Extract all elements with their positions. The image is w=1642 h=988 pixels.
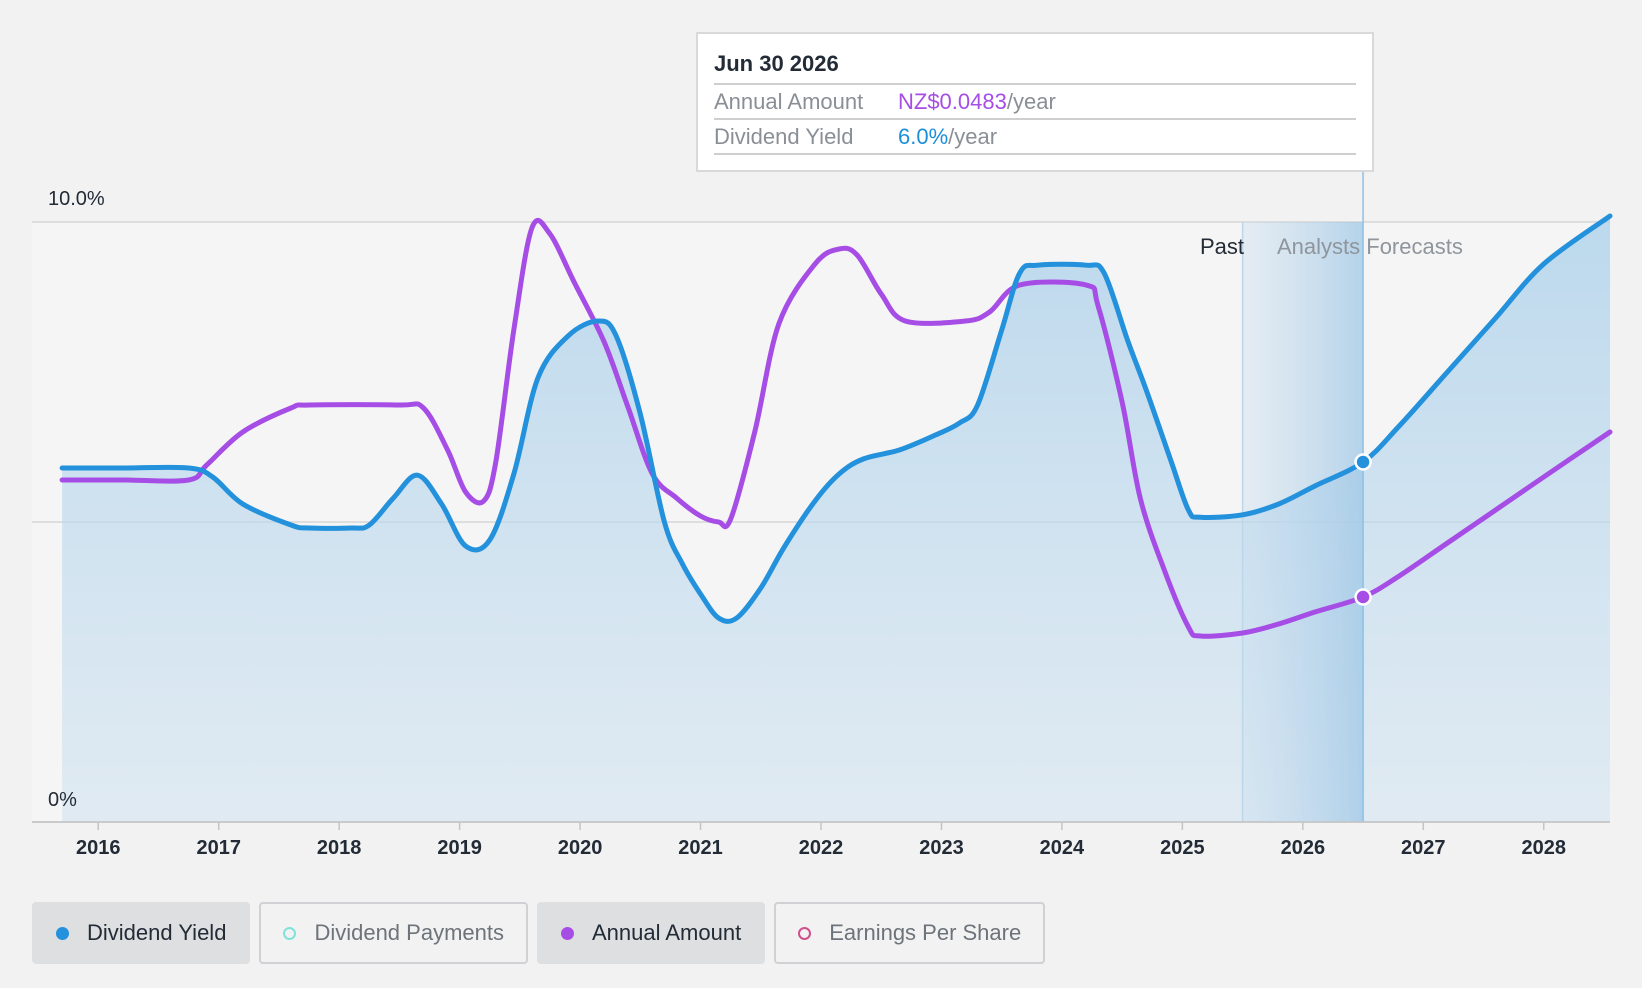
series-lines: [59, 213, 1613, 639]
x-tick-label: 2017: [196, 837, 241, 859]
yield-area: [62, 216, 1611, 822]
x-tick-label: 2025: [1160, 837, 1205, 859]
tooltip-row-annual-amount: Annual Amount NZ$0.0483 /year: [714, 85, 1356, 120]
forecast-band-rect: [1242, 222, 1364, 822]
tooltip-row-dividend-yield: Dividend Yield 6.0% /year: [714, 120, 1356, 155]
chart-legend: Dividend Yield Dividend Payments Annual …: [32, 902, 1046, 964]
tooltip-label: Annual Amount: [714, 89, 864, 114]
x-tick-label: 2027: [1401, 837, 1446, 859]
x-axis: 2016 2017 2018 2019 2020 2021 2022 2023 2024 2025…: [32, 821, 1610, 859]
tooltip-label: Dividend Yield: [714, 124, 854, 149]
tooltip-unit: /year: [1006, 89, 1056, 114]
x-tick-label: 2026: [1281, 837, 1326, 859]
annual-amount-marker: [1354, 588, 1372, 606]
x-tick-label: 2018: [317, 837, 362, 859]
yield-area-fill: [62, 216, 1611, 822]
x-tick-label: 2028: [1521, 837, 1566, 859]
x-tick-label: 2021: [678, 837, 723, 859]
legend-label: Earnings Per Share: [829, 920, 1022, 945]
x-tick-label: 2023: [919, 837, 964, 859]
legend-dividend-yield-button[interactable]: Dividend Yield: [32, 902, 251, 964]
past-region-label: Past: [1200, 234, 1244, 259]
x-tick-label: 2022: [799, 837, 844, 859]
forecast-region-label: Analysts Forecasts: [1277, 234, 1463, 259]
highlight-markers: [1354, 453, 1372, 606]
dividend-yield-marker: [1354, 453, 1372, 471]
legend-label: Dividend Yield: [87, 920, 227, 945]
x-tick-label: 2024: [1040, 837, 1085, 859]
legend-label: Annual Amount: [591, 920, 742, 945]
tooltip-unit: /year: [948, 124, 998, 149]
earnings-per-share-ring-icon: [798, 926, 812, 940]
dividend-yield-dot-icon: [56, 926, 69, 940]
annual-amount-dot-icon: [560, 926, 574, 940]
dividend-yield-line: [59, 213, 1613, 624]
x-tick-label: 2020: [558, 837, 603, 859]
tooltip-date: Jun 30 2026: [714, 48, 1356, 85]
y-axis-top-label: 10.0%: [48, 188, 105, 210]
tooltip-value: 6.0%: [898, 124, 949, 149]
dividend-payments-ring-icon: [283, 926, 297, 940]
y-axis-bottom-label: 0%: [48, 789, 77, 811]
legend-label: Dividend Payments: [314, 920, 504, 945]
legend-annual-amount-button[interactable]: Annual Amount: [536, 902, 766, 964]
data-tooltip: Jun 30 2026 Annual Amount NZ$0.0483 /yea…: [696, 32, 1374, 172]
legend-dividend-payments-button[interactable]: Dividend Payments: [259, 902, 528, 964]
legend-earnings-per-share-button[interactable]: Earnings Per Share: [774, 902, 1046, 964]
annual-amount-line: [59, 217, 1613, 639]
tooltip-value: NZ$0.0483: [898, 89, 1007, 114]
x-tick-label: 2016: [76, 837, 121, 859]
x-tick-label: 2019: [437, 837, 482, 859]
forecast-band: [1241, 170, 1364, 822]
